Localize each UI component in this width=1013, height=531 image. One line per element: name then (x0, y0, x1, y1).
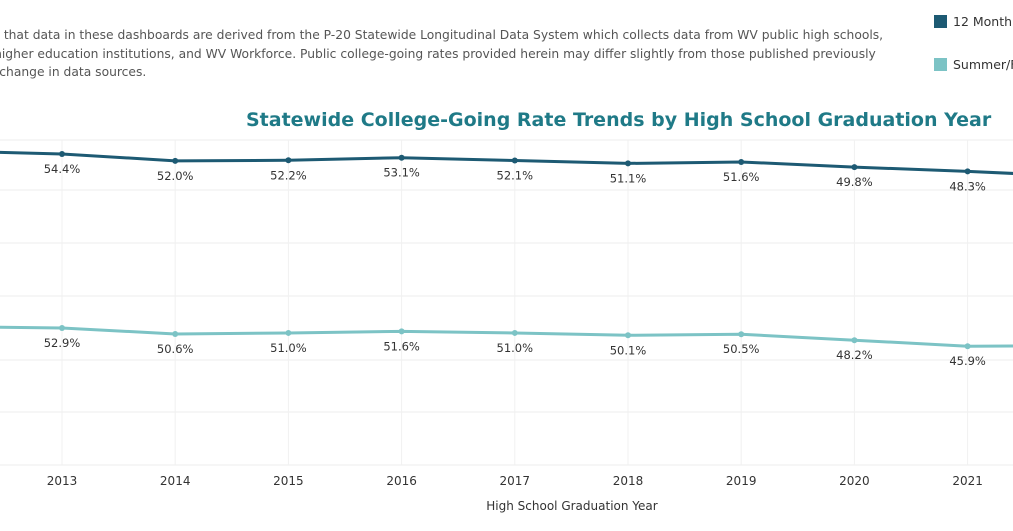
x-tick-label: 2013 (47, 474, 78, 488)
chart-title: Statewide College-Going Rate Trends by H… (246, 109, 992, 131)
x-tick-label: 2016 (386, 474, 417, 488)
data-point[interactable] (172, 330, 179, 337)
data-label: 50.6% (157, 342, 194, 356)
x-tick-label: 2017 (500, 474, 531, 488)
data-label: 51.1% (610, 171, 647, 185)
data-label: 50.5% (723, 342, 760, 356)
x-tick-label: 2021 (952, 474, 983, 488)
data-point[interactable] (625, 332, 631, 339)
data-label: 52.1% (497, 169, 534, 183)
data-label: 53.1% (383, 166, 420, 180)
data-label: 48.2% (836, 348, 873, 362)
data-label: 49.8% (836, 175, 873, 189)
data-label: 50.1% (610, 343, 647, 357)
data-point[interactable] (851, 337, 858, 344)
data-point[interactable] (398, 328, 405, 335)
x-tick-label: 2019 (726, 474, 757, 488)
data-point[interactable] (398, 154, 405, 161)
data-label: 51.6% (383, 339, 420, 353)
x-axis-title: High School Graduation Year (486, 499, 657, 513)
x-tick-label: 2020 (839, 474, 870, 488)
data-label: 51.0% (270, 341, 307, 355)
data-point[interactable] (738, 331, 745, 338)
data-label: 48.3% (949, 179, 986, 193)
legend-label-12-month: 12 Month C (953, 14, 1013, 29)
data-point[interactable] (738, 158, 745, 165)
data-label: 51.6% (723, 170, 760, 184)
gridlines (0, 139, 1013, 466)
data-point[interactable] (59, 325, 65, 331)
legend-swatch-12-month (934, 15, 947, 28)
data-label: 52.9% (44, 336, 81, 350)
data-point[interactable] (172, 157, 179, 164)
data-point[interactable] (851, 164, 858, 171)
legend-swatch-summer-fall (934, 58, 947, 71)
data-source-note: ote that data in these dashboards are de… (0, 26, 884, 82)
data-point[interactable] (59, 151, 65, 157)
data-point[interactable] (285, 329, 292, 336)
x-tick-label: 2014 (160, 474, 191, 488)
note-line: ic higher education institutions, and WV… (0, 46, 876, 61)
data-point[interactable] (625, 160, 631, 167)
note-line: ote that data in these dashboards are de… (0, 28, 884, 42)
legend-item-summer-fall[interactable]: Summer/Fa (934, 57, 1013, 72)
data-point[interactable] (964, 343, 971, 350)
data-label: 52.2% (270, 168, 307, 182)
legend-item-12-month[interactable]: 12 Month C (934, 14, 1013, 29)
note-line: he change in data sources. (0, 65, 147, 79)
x-axis-ticks: 2013 2014 2015 2016 2017 2018 2019 2020 2021 (47, 474, 983, 488)
series-lines: 54.4% 52.0% 52.2% 53.1% 52.1% 51.1% 51.6% 49.8%… (0, 150, 1013, 368)
x-tick-label: 2018 (613, 474, 644, 488)
data-label: 54.4% (44, 162, 81, 176)
data-point[interactable] (511, 157, 518, 164)
data-label: 45.9% (949, 354, 986, 368)
legend-label-summer-fall: Summer/Fa (953, 57, 1013, 72)
data-point[interactable] (964, 168, 971, 175)
x-tick-label: 2015 (273, 474, 304, 488)
data-label: 52.0% (157, 169, 194, 183)
data-label: 51.0% (497, 341, 534, 355)
data-point[interactable] (285, 157, 292, 164)
data-point[interactable] (511, 329, 518, 336)
